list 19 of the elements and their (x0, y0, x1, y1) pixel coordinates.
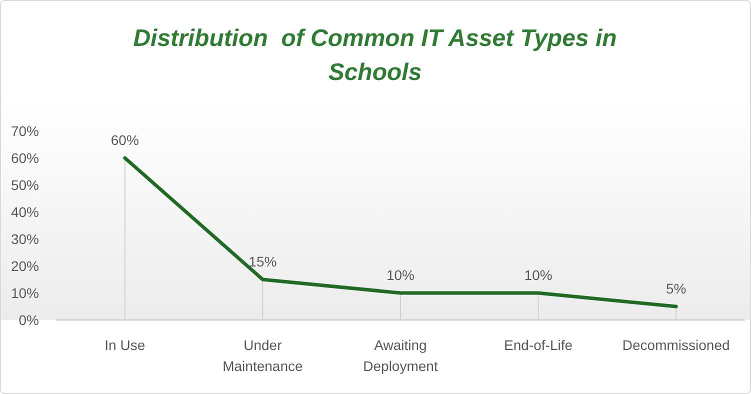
x-tick-label: Awaiting Deployment (363, 337, 438, 374)
chart-title: Distribution of Common IT Asset Types in Schools (133, 25, 617, 86)
x-tick-label: Decommissioned (622, 337, 730, 353)
x-tick-label: Under Maintenance (222, 337, 303, 374)
y-tick-label: 0% (18, 312, 39, 328)
x-tick-label: End-of-Life (504, 337, 573, 353)
y-tick-label: 60% (10, 150, 39, 166)
data-label: 10% (386, 267, 415, 283)
y-tick-label: 70% (10, 123, 39, 139)
x-tick-label: In Use (104, 337, 146, 353)
y-tick-label: 50% (10, 177, 39, 193)
y-tick-label: 40% (10, 204, 39, 220)
data-label: 5% (666, 280, 686, 296)
data-label: 10% (524, 267, 552, 283)
y-tick-label: 10% (10, 285, 39, 301)
data-label: 15% (248, 254, 277, 270)
y-tick-label: 30% (10, 231, 39, 247)
data-label: 60% (110, 132, 139, 148)
y-tick-label: 20% (10, 258, 39, 274)
